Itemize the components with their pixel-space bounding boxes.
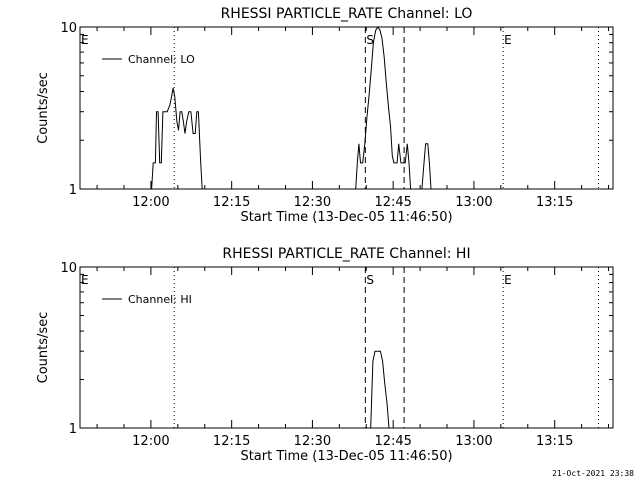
x-tick-label: 13:00 [455, 434, 492, 449]
y-tick-label: 1 [69, 422, 77, 437]
x-tick-label: 13:15 [536, 195, 573, 210]
legend-label: Channel: HI [128, 293, 192, 306]
x-tick-label: 12:15 [213, 195, 250, 210]
x-axis-label: Start Time (13-Dec-05 11:46:50) [240, 210, 452, 225]
event-marker-label: E [81, 33, 89, 47]
series-line [80, 26, 613, 190]
plot-frame [79, 26, 614, 190]
x-tick-label: 12:45 [374, 434, 411, 449]
x-axis-label: Start Time (13-Dec-05 11:46:50) [240, 449, 452, 464]
event-marker-label: E [504, 273, 512, 287]
x-tick-label: 13:00 [455, 195, 492, 210]
x-tick-label: 12:15 [213, 434, 250, 449]
legend-label: Channel: LO [128, 53, 195, 66]
x-tick-label: 12:30 [294, 195, 331, 210]
chart-title: RHESSI PARTICLE_RATE Channel: LO [221, 6, 473, 22]
footer-timestamp: 21-Oct-2021 23:38 [552, 469, 634, 478]
x-tick-label: 13:15 [536, 434, 573, 449]
y-axis-label: Counts/sec [36, 72, 51, 144]
event-marker-label: E [504, 33, 512, 47]
event-marker-label: E [81, 273, 89, 287]
event-marker-label: S [366, 273, 374, 287]
y-axis-label: Counts/sec [36, 312, 51, 384]
series-line [80, 350, 613, 429]
y-tick-label: 10 [60, 21, 77, 36]
y-tick-label: 1 [69, 183, 77, 198]
x-tick-label: 12:30 [294, 434, 331, 449]
x-tick-label: 12:00 [132, 195, 169, 210]
y-tick-label: 10 [60, 261, 77, 276]
x-tick-label: 12:00 [132, 434, 169, 449]
chart-title: RHESSI PARTICLE_RATE Channel: HI [222, 246, 470, 262]
x-tick-label: 12:45 [374, 195, 411, 210]
event-marker-label: S [366, 33, 374, 47]
plot-frame [79, 266, 614, 429]
